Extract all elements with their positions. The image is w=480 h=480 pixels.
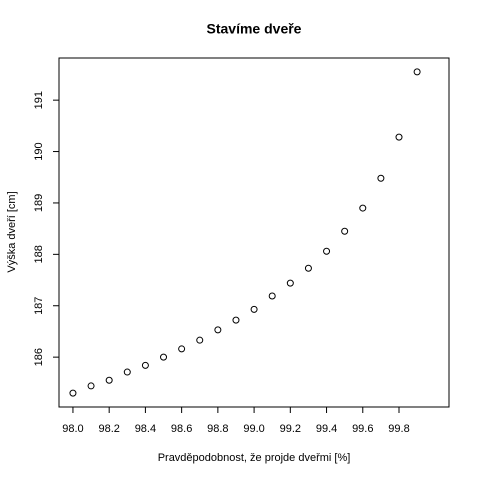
point: [196, 336, 204, 344]
point: [232, 316, 240, 324]
point: [123, 368, 131, 376]
point: [160, 353, 168, 361]
point: [413, 68, 421, 76]
point: [304, 264, 312, 272]
x-tick-label: 98.6: [171, 423, 192, 435]
y-tick-label: 187: [33, 297, 45, 315]
x-axis-label: Pravděpodobnost, že projde dveřmi [%]: [158, 452, 351, 464]
point: [341, 227, 349, 235]
plot-frame: [58, 57, 450, 408]
point: [141, 361, 149, 369]
point: [395, 133, 403, 141]
point: [286, 279, 294, 287]
point: [105, 376, 113, 384]
x-tick-label: 98.8: [207, 423, 228, 435]
y-tick-label: 191: [33, 91, 45, 109]
x-tick-label: 99.6: [352, 423, 373, 435]
point: [359, 204, 367, 212]
point: [377, 174, 385, 182]
y-tick-label: 189: [33, 194, 45, 212]
y-tick-label: 186: [33, 348, 45, 366]
y-tick-label: 188: [33, 245, 45, 263]
point: [268, 292, 276, 300]
point: [69, 389, 77, 397]
point: [214, 326, 222, 334]
point: [250, 305, 258, 313]
chart-title: Stavíme dveře: [207, 21, 302, 37]
y-tick-label: 190: [33, 142, 45, 160]
x-tick-label: 98.0: [62, 423, 83, 435]
point: [178, 345, 186, 353]
x-tick-label: 98.2: [98, 423, 119, 435]
point: [323, 247, 331, 255]
x-tick-label: 99.8: [388, 423, 409, 435]
x-tick-label: 99.0: [243, 423, 264, 435]
x-tick-label: 99.2: [280, 423, 301, 435]
point: [87, 382, 95, 390]
x-tick-label: 99.4: [316, 423, 337, 435]
y-axis-label: Výška dveří [cm]: [6, 191, 18, 272]
x-tick-label: 98.4: [135, 423, 156, 435]
